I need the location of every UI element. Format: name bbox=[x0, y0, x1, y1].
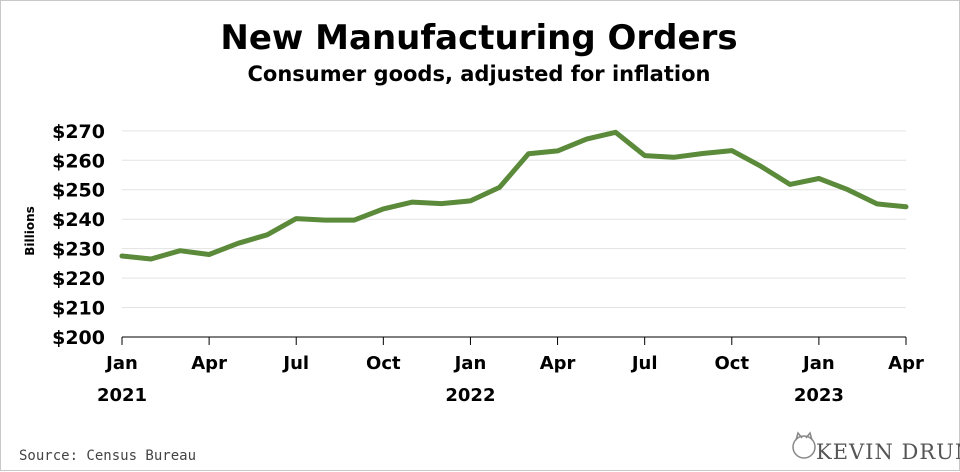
y-tick-label: $250 bbox=[52, 180, 105, 202]
series bbox=[119, 129, 909, 262]
x-tick-label: Jan bbox=[801, 353, 835, 374]
x-tick-label: Jul bbox=[630, 353, 658, 374]
source-note: Source: Census Bureau bbox=[19, 448, 196, 464]
x-tick-year-label: 2022 bbox=[445, 385, 495, 406]
x-tick-year-label: 2021 bbox=[97, 385, 147, 406]
x-tick-label: Jan bbox=[453, 353, 487, 374]
kevin-drum-logo: KEVIN DRUM bbox=[792, 431, 960, 464]
x-tick-label: Apr bbox=[888, 353, 924, 374]
gridlines bbox=[122, 130, 906, 309]
x-tick-label: Jan bbox=[104, 353, 138, 374]
y-tick-label: $230 bbox=[52, 239, 105, 261]
x-tick-year-label: 2023 bbox=[794, 385, 844, 406]
x-tick-label: Apr bbox=[540, 353, 576, 374]
y-tick-label: $240 bbox=[52, 209, 105, 231]
x-tick-label: Oct bbox=[714, 353, 749, 374]
chart-subtitle: Consumer goods, adjusted for inflation bbox=[248, 62, 711, 86]
logo-text: KEVIN DRUM bbox=[816, 440, 960, 464]
y-tick-label: $220 bbox=[52, 268, 105, 290]
y-axis: $200 $210 $220 $230 $240 $250 $260 $270 bbox=[52, 121, 105, 349]
x-axis: Jan 2021 Apr Jul Oct Jan 2022 Apr Jul Oct Jan 2023 A… bbox=[97, 336, 924, 406]
series-line bbox=[119, 129, 909, 262]
y-tick-label: $260 bbox=[52, 150, 105, 172]
x-tick-label: Oct bbox=[366, 353, 401, 374]
x-tick-label: Jul bbox=[281, 353, 309, 374]
y-tick-label: $210 bbox=[52, 298, 105, 320]
y-tick-label: $270 bbox=[52, 121, 105, 143]
y-axis-label: Billions bbox=[23, 206, 37, 256]
x-tick-label: Apr bbox=[191, 353, 227, 374]
y-tick-label: $200 bbox=[52, 327, 105, 349]
chart-title: New Manufacturing Orders bbox=[220, 18, 737, 58]
cat-icon bbox=[792, 431, 816, 459]
